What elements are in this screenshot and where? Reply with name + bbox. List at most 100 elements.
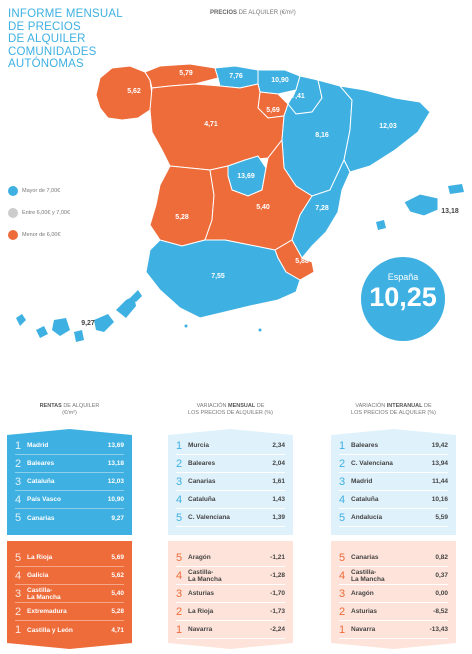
region-galicia [95,65,153,121]
region-value: 0,00 [435,590,448,597]
rank: 1 [15,624,22,636]
ranking-row: 1 Baleares 19,42 [339,437,448,455]
region-name: Castilla- La Mancha [27,586,61,601]
legend-label: Entre 6,00€ y 7,00€ [22,210,71,216]
region-value: 2,34 [272,442,285,449]
ceuta [184,324,188,328]
rank: 2 [15,457,22,470]
rank: 4 [339,493,346,506]
rank: 1 [339,623,346,636]
region-name: Navarra [351,626,376,633]
rank: 1 [176,439,183,452]
column-variacion-interanual: VARIACIÓN INTERANUAL DE LOS PRECIOS DE A… [331,403,456,649]
ranking-row: 1 Navarra -13,43 [339,621,448,639]
ranking-row: 3 Asturias -1,70 [176,585,285,603]
region-value: 10,90 [107,496,124,503]
region-name: País Vasco [27,496,61,503]
title-line: COMUNIDADES [8,45,97,58]
region-name: Asturias [351,608,378,615]
rank: 1 [176,623,183,636]
ranking-row: 3 Castilla- La Mancha 5,40 [15,585,124,603]
region-name: Galicia [27,572,49,579]
rank: 5 [15,551,22,564]
header-pre: VARIACIÓN [196,403,228,409]
title-line: AUTÓNOMAS [8,58,84,70]
spain-map: 5,62 5,79 7,76 10,90 7,41 5,69 4,71 8,16… [16,63,464,342]
ranking-row: 4 Castilla- La Mancha -1,28 [176,567,285,585]
ranking-row: 2 C. Valenciana 13,94 [339,455,448,473]
value-castilla-la-mancha: 5,40 [256,204,270,211]
region-baleares-ibiza [376,220,386,230]
ranking-row: 5 C. Valenciana 1,39 [176,509,285,527]
region-value: 1,39 [272,514,285,521]
region-value: -8,52 [433,608,448,615]
rank: 1 [15,439,22,452]
region-name: Navarra [188,626,213,633]
legend-label: Mayor de 7,00€ [22,188,61,194]
title-line: DE ALQUILER [8,33,86,45]
value-cataluna: 12,03 [379,123,397,130]
spain-label: España [387,272,419,282]
region-name: Extremadura [27,608,67,615]
value-asturias: 5,79 [179,70,193,77]
region-value: 13,94 [431,460,448,467]
column-variacion-mensual: VARIACIÓN MENSUAL DE LOS PRECIOS DE ALQU… [168,403,293,649]
rank: 5 [176,551,183,564]
ranking-row: 1 Navarra -2,24 [176,621,285,639]
ranking-list: 5 Canarias 0,82 4 Castilla- La Mancha 0,37 3… [339,549,448,639]
value-aragon: 8,16 [315,132,329,139]
region-value: -1,70 [270,590,285,597]
region-baleares-menorca [448,184,464,194]
value-valencia: 7,28 [315,205,329,212]
map-title: PRECIOS DE ALQUILER (€/m²) [210,10,296,16]
region-cataluna [338,85,431,173]
top-ranking-box: 1 Madrid 13,69 2 Baleares 13,18 3 Cataluña 12,… [7,429,132,535]
ranking-list: 1 Murcia 2,34 2 Baleares 2,04 3 Canarias 1,61 … [176,437,285,527]
region-value: 1,61 [272,478,285,485]
legend-item-low: Menor de 6,00€ [8,224,70,246]
region-name: Madrid [27,442,49,449]
region-value: 9,27 [111,514,124,522]
rank: 2 [339,605,346,618]
spain-value: 10,25 [369,282,437,312]
legend-dot-grey [8,208,18,218]
region-name: Castilla- La Mancha [351,568,385,583]
region-value: -2,24 [270,626,285,633]
region-name: Cataluña [27,478,55,485]
region-value: -13,43 [429,626,448,633]
ranking-row: 4 Cataluña 10,16 [339,491,448,509]
map-title-rest: DE ALQUILER (€/m²) [237,10,296,16]
rank: 3 [339,587,346,600]
region-name: Canarias [27,514,55,522]
map-legend: Mayor de 7,00€ Entre 6,00€ y 7,00€ Menor… [8,180,70,246]
ranking-row: 2 Baleares 2,04 [176,455,285,473]
rank: 5 [15,512,22,524]
value-navarra: 7,41 [291,93,305,100]
header-rest: DE [422,403,432,409]
region-name: Cataluña [188,496,216,503]
ranking-row: 5 La Rioja 5,69 [15,549,124,567]
rank: 4 [15,569,22,582]
region-value: 1,43 [272,496,285,503]
region-value: -1,28 [270,572,285,579]
region-value: 13,69 [107,442,124,449]
ranking-row: 3 Madrid 11,44 [339,473,448,491]
ribbon-shape [168,541,293,649]
ranking-row: 3 Aragón 0,00 [339,585,448,603]
ribbon-shape [7,541,132,649]
header-bold: MENSUAL [228,403,256,409]
ranking-row: 4 País Vasco 10,90 [15,491,124,509]
value-castilla-leon: 4,71 [204,121,218,128]
ribbon-shape [7,429,132,535]
column-header: VARIACIÓN MENSUAL DE LOS PRECIOS DE ALQU… [168,403,293,429]
value-baleares: 13,18 [441,208,459,215]
rank: 4 [176,569,183,582]
region-value: 5,28 [111,608,124,615]
region-value: -1,21 [270,554,285,561]
ranking-row: 2 Extremadura 5,28 [15,603,124,621]
rank: 2 [15,605,22,618]
region-canarias [16,290,142,342]
rank: 5 [339,511,346,524]
region-name: Castilla- La Mancha [188,568,222,583]
ranking-row: 4 Galicia 5,62 [15,567,124,585]
